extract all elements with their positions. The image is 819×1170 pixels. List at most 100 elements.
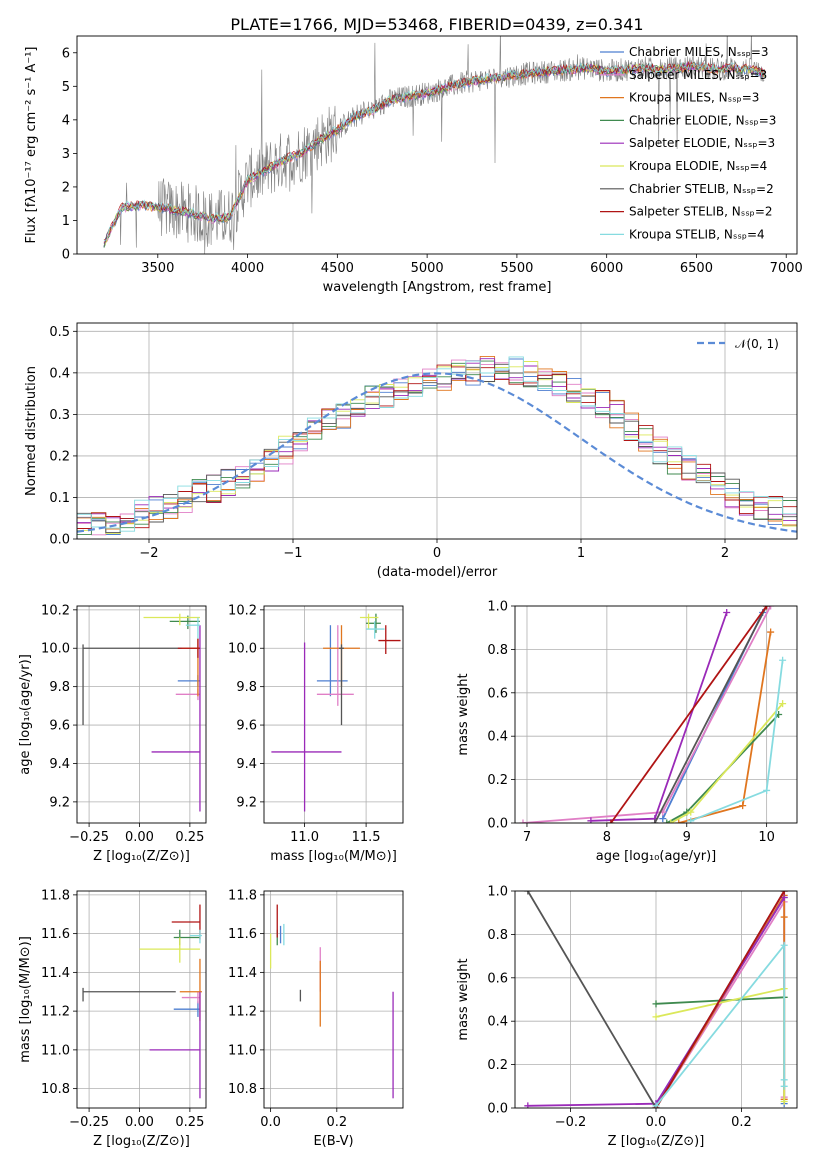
x-tick-label: 5500 <box>500 261 533 276</box>
weight-vs-age-panel: 7 8 9 10 0.0 0.2 0.4 0.6 0.8 1.0 age [log₁₀(age/yr… <box>456 600 798 864</box>
y-tick-label: 10.0 <box>41 642 70 657</box>
weight-line <box>610 606 768 823</box>
weight-marker <box>780 894 788 902</box>
residual-histogram <box>77 363 797 539</box>
ticks: −0.25 0.00 0.25 9.2 9.4 9.6 9.8 10.0 10.2 <box>41 603 204 845</box>
x-tick-label: −0.25 <box>69 1115 109 1130</box>
spectrum-panel: 3500 4000 4500 5000 5500 6000 6500 7000 0 1 2 3 4 5 6 w… <box>24 35 803 295</box>
y-tick-label: 11.0 <box>41 1043 70 1058</box>
residual-histogram <box>77 360 797 539</box>
legend-entry: Kroupa MILES, Nₛₛₚ=3 <box>629 91 759 105</box>
x-tick-label: 0.00 <box>125 830 154 845</box>
y-tick-label: 1.0 <box>487 600 508 615</box>
weight-marker <box>651 819 659 823</box>
errorbar-point <box>316 625 354 706</box>
axes-frame <box>76 322 798 540</box>
x-axis-label: age [log₁₀(age/yr)] <box>596 849 717 864</box>
errorbar-point <box>339 644 344 726</box>
y-tick-label: 0.8 <box>487 928 508 943</box>
x-tick-label: 3500 <box>141 261 174 276</box>
errorbar-point <box>181 638 200 697</box>
axes-frame <box>263 890 404 1109</box>
errorbar-point <box>82 987 176 1002</box>
weight-series <box>663 711 783 823</box>
weight-marker <box>780 1097 788 1105</box>
x-tick-label: 0.2 <box>731 1115 752 1130</box>
x-tick-label: 0.0 <box>646 1115 667 1130</box>
weight-series <box>519 606 775 823</box>
y-tick-label: 9.6 <box>49 719 70 734</box>
x-tick-label: 0.25 <box>175 830 204 845</box>
legend: Chabrier MILES, Nₛₛₚ=3 Salpeter MILES, Nₛ… <box>600 45 776 241</box>
y-tick-label: 0.6 <box>487 971 508 986</box>
x-axis-label: Z [log₁₀(Z/Z⊙)] <box>93 1134 190 1149</box>
model-line <box>103 61 765 242</box>
y-tick-label: 0.4 <box>49 366 70 381</box>
errorbar-point <box>173 929 200 946</box>
y-tick-label: 9.2 <box>49 795 70 810</box>
errorbar-point <box>271 642 342 812</box>
errorbar-point <box>139 937 200 963</box>
x-tick-label: 7000 <box>770 261 803 276</box>
errorbar-point <box>177 638 200 658</box>
axes-frame <box>76 605 207 824</box>
y-tick-label: 9.2 <box>236 795 257 810</box>
axes-frame <box>514 890 798 1109</box>
x-tick-label: 10 <box>758 830 775 845</box>
mass-vs-ebv-panel: 0.0 0.2 10.8 11.0 11.2 11.4 11.6 11.8 E(B-V) <box>228 888 404 1149</box>
weight-marker <box>667 819 675 823</box>
legend-entry: Salpeter MILES, Nₛₛₚ=3 <box>629 68 767 82</box>
errorbar-point <box>151 625 201 812</box>
weight-marker <box>587 817 595 823</box>
weight-marker <box>780 1076 788 1084</box>
y-tick-label: 0.0 <box>487 817 508 832</box>
y-tick-label: 10.0 <box>228 642 257 657</box>
gridlines <box>77 891 206 1108</box>
weight-marker <box>652 1102 660 1108</box>
plot-area <box>269 904 394 1099</box>
y-tick-label: 0.3 <box>49 408 70 423</box>
x-tick-label: 9 <box>683 830 691 845</box>
y-tick-label: 0.1 <box>49 491 70 506</box>
legend-entry: Chabrier ELODIE, Nₛₛₚ=3 <box>629 113 776 127</box>
y-tick-label: 11.8 <box>228 888 257 903</box>
y-tick-label: 0.2 <box>49 449 70 464</box>
y-tick-label: 9.6 <box>236 719 257 734</box>
gridlines <box>515 605 797 824</box>
y-axis-label: mass weight <box>456 958 471 1040</box>
weight-marker <box>659 815 667 823</box>
residual-histogram <box>77 356 797 538</box>
weight-marker <box>780 891 788 895</box>
y-tick-label: 0.8 <box>487 643 508 658</box>
figure-title: PLATE=1766, MJD=53468, FIBERID=0439, z=0… <box>230 15 643 34</box>
errorbar-point <box>181 991 200 1004</box>
ticks: −2 −1 0 1 2 0.0 0.1 0.2 0.3 0.4 0.5 <box>49 325 729 561</box>
y-tick-label: 11.6 <box>228 927 257 942</box>
y-tick-label: 11.2 <box>41 1005 70 1020</box>
weight-marker <box>780 941 788 949</box>
residual-histogram <box>77 364 797 531</box>
plot-area <box>82 904 202 1099</box>
y-tick-label: 9.4 <box>49 757 70 772</box>
legend: 𝒩(0, 1) <box>697 337 779 351</box>
y-tick-label: 9.4 <box>236 757 257 772</box>
y-tick-label: 6 <box>62 46 70 61</box>
plot-area <box>82 613 201 812</box>
weight-marker <box>652 1013 660 1021</box>
y-tick-label: 0.4 <box>487 1015 508 1030</box>
x-tick-label: 0.00 <box>125 1115 154 1130</box>
ticks: −0.2 0.0 0.2 0.0 0.2 0.4 0.6 0.8 1.0 <box>487 885 751 1131</box>
residual-histogram <box>77 361 797 535</box>
y-tick-label: 11.8 <box>41 888 70 903</box>
x-tick-label: 11.0 <box>290 830 319 845</box>
weight-marker <box>663 819 671 823</box>
legend-entry: 𝒩(0, 1) <box>735 337 779 351</box>
errorbar-point <box>185 617 200 639</box>
weight-series <box>607 606 771 823</box>
y-tick-label: 0.2 <box>487 1058 508 1073</box>
weight-line <box>590 612 728 822</box>
gridlines <box>264 606 403 823</box>
legend-entry: Chabrier STELIB, Nₛₛₚ=2 <box>629 182 774 196</box>
weight-marker <box>524 1102 532 1108</box>
